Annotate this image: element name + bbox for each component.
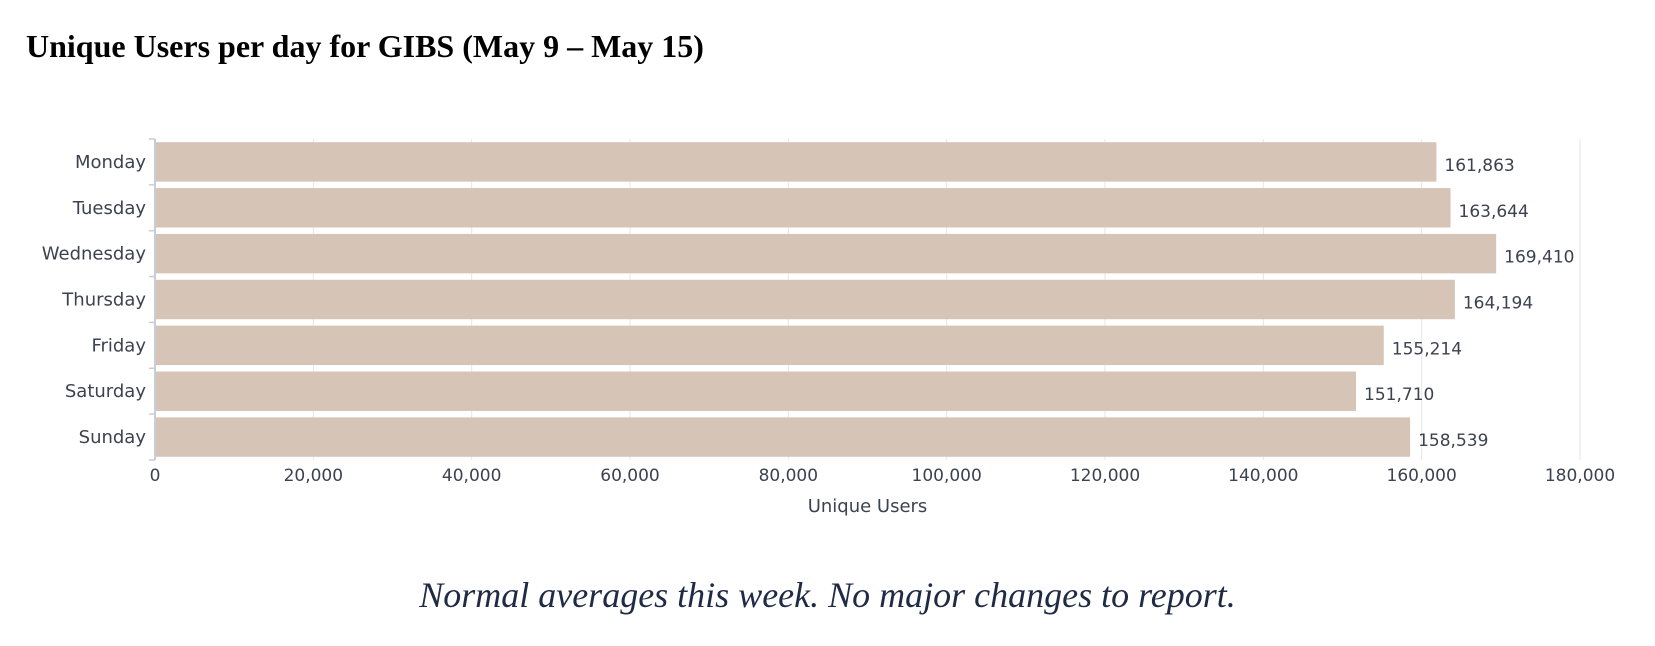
x-tick-label: 100,000 bbox=[912, 466, 982, 486]
bar-thursday[interactable] bbox=[155, 279, 1455, 320]
axes bbox=[149, 138, 156, 461]
bar-sunday[interactable] bbox=[155, 417, 1411, 457]
bar-friday[interactable] bbox=[155, 325, 1384, 366]
value-label: 164,194 bbox=[1463, 294, 1533, 314]
x-tick-label: 140,000 bbox=[1228, 466, 1298, 486]
x-tick-label: 80,000 bbox=[759, 466, 818, 486]
labels: 0 20,000 40,000 60,000 80,000 100,000 120,000 1… bbox=[42, 152, 1615, 517]
bar-wednesday[interactable] bbox=[155, 233, 1497, 274]
value-label: 155,214 bbox=[1392, 339, 1462, 359]
bar-monday[interactable] bbox=[155, 142, 1437, 182]
category-label: Saturday bbox=[65, 381, 146, 402]
x-axis-title: Unique Users bbox=[808, 496, 928, 517]
value-label: 163,644 bbox=[1459, 202, 1529, 222]
x-tick-label: 60,000 bbox=[600, 466, 659, 486]
category-label: Sunday bbox=[79, 427, 147, 448]
value-label: 158,539 bbox=[1418, 431, 1488, 451]
x-tick-label: 20,000 bbox=[284, 466, 343, 486]
x-tick-label: 120,000 bbox=[1070, 466, 1140, 486]
bars bbox=[155, 142, 1497, 457]
page-title: Unique Users per day for GIBS (May 9 – M… bbox=[26, 28, 704, 64]
value-label: 151,710 bbox=[1364, 385, 1434, 405]
category-label: Wednesday bbox=[42, 244, 147, 265]
x-tick-label: 180,000 bbox=[1545, 466, 1615, 486]
value-label: 169,410 bbox=[1504, 248, 1574, 268]
value-label: 161,863 bbox=[1444, 156, 1514, 176]
category-label: Tuesday bbox=[72, 198, 147, 219]
x-tick-label: 160,000 bbox=[1387, 466, 1457, 486]
category-label: Monday bbox=[75, 152, 146, 173]
x-tick-label: 40,000 bbox=[442, 466, 501, 486]
summary-caption: Normal averages this week. No major chan… bbox=[419, 575, 1236, 615]
x-tick-label: 0 bbox=[150, 466, 161, 486]
category-label: Thursday bbox=[61, 290, 146, 311]
category-label: Friday bbox=[91, 335, 146, 356]
bar-tuesday[interactable] bbox=[155, 188, 1451, 228]
bar-saturday[interactable] bbox=[155, 371, 1357, 411]
